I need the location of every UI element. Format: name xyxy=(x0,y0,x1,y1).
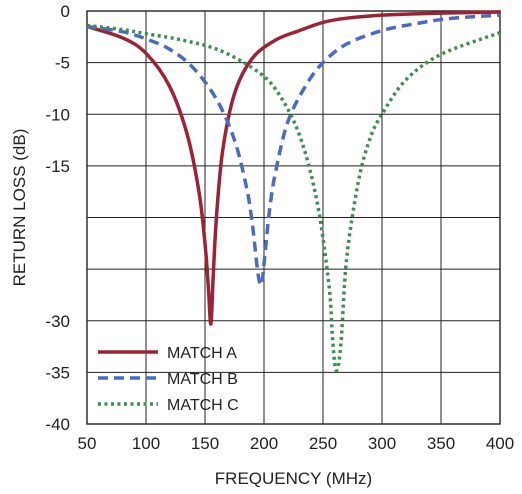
x-tick-label: 300 xyxy=(368,434,396,453)
y-tick-label: -5 xyxy=(55,54,70,73)
x-tick-label: 250 xyxy=(309,434,337,453)
legend-label-match-c: MATCH C xyxy=(167,397,239,414)
legend: MATCH A MATCH B MATCH C xyxy=(98,345,239,414)
legend-label-match-a: MATCH A xyxy=(167,345,237,362)
y-tick-label: -15 xyxy=(45,157,70,176)
x-axis-label: FREQUENCY (MHz) xyxy=(215,469,372,488)
x-tick-labels: 50 100 150 200 250 300 350 400 xyxy=(78,434,515,453)
plot-frame xyxy=(86,10,501,425)
x-tick-label: 100 xyxy=(132,434,160,453)
grid xyxy=(87,11,500,424)
series-line-match-b xyxy=(86,13,501,287)
y-tick-labels: 0 -5 -10 -15 -30 -35 -40 xyxy=(45,2,70,434)
x-tick-label: 350 xyxy=(427,434,455,453)
x-tick-label: 50 xyxy=(78,434,97,453)
y-tick-label: -40 xyxy=(45,415,70,434)
series-layer xyxy=(86,10,501,373)
y-tick-label: -35 xyxy=(45,363,70,382)
x-tick-label: 200 xyxy=(250,434,278,453)
legend-label-match-b: MATCH B xyxy=(167,371,238,388)
x-tick-label: 150 xyxy=(191,434,219,453)
series-line-match-c xyxy=(86,23,501,373)
series-line-match-a xyxy=(86,10,501,326)
y-axis-label: RETURN LOSS (dB) xyxy=(10,129,29,287)
y-tick-label: -30 xyxy=(45,312,70,331)
x-tick-label: 400 xyxy=(486,434,514,453)
y-tick-label: 0 xyxy=(61,2,70,21)
y-tick-label: -10 xyxy=(45,105,70,124)
